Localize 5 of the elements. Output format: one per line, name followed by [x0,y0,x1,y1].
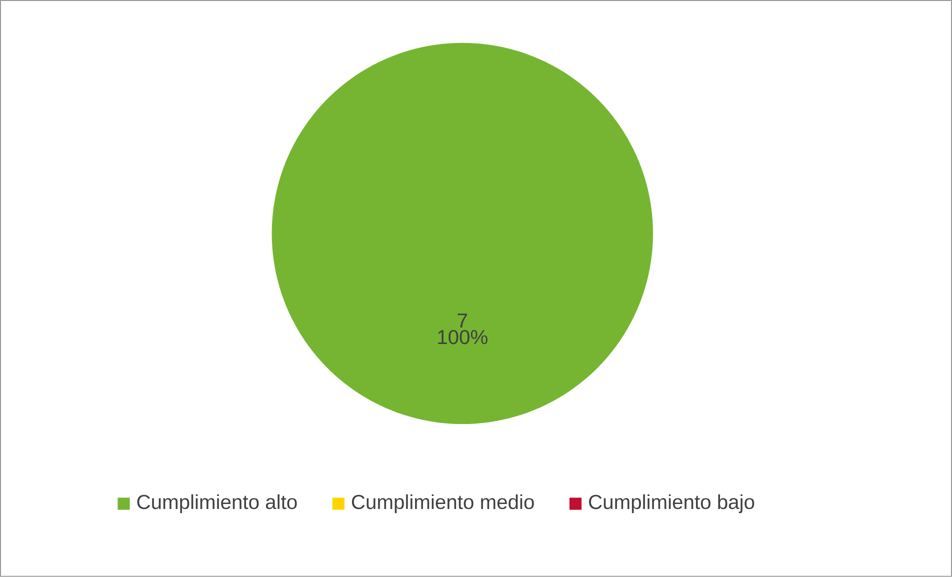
data-label: 7 [458,314,467,328]
legend-label: Cumplimiento alto [137,494,297,514]
text: 100% [438,330,488,344]
legend-label: Cumplimiento bajo [589,494,754,514]
legend-label: Cumplimiento medio [352,494,534,514]
